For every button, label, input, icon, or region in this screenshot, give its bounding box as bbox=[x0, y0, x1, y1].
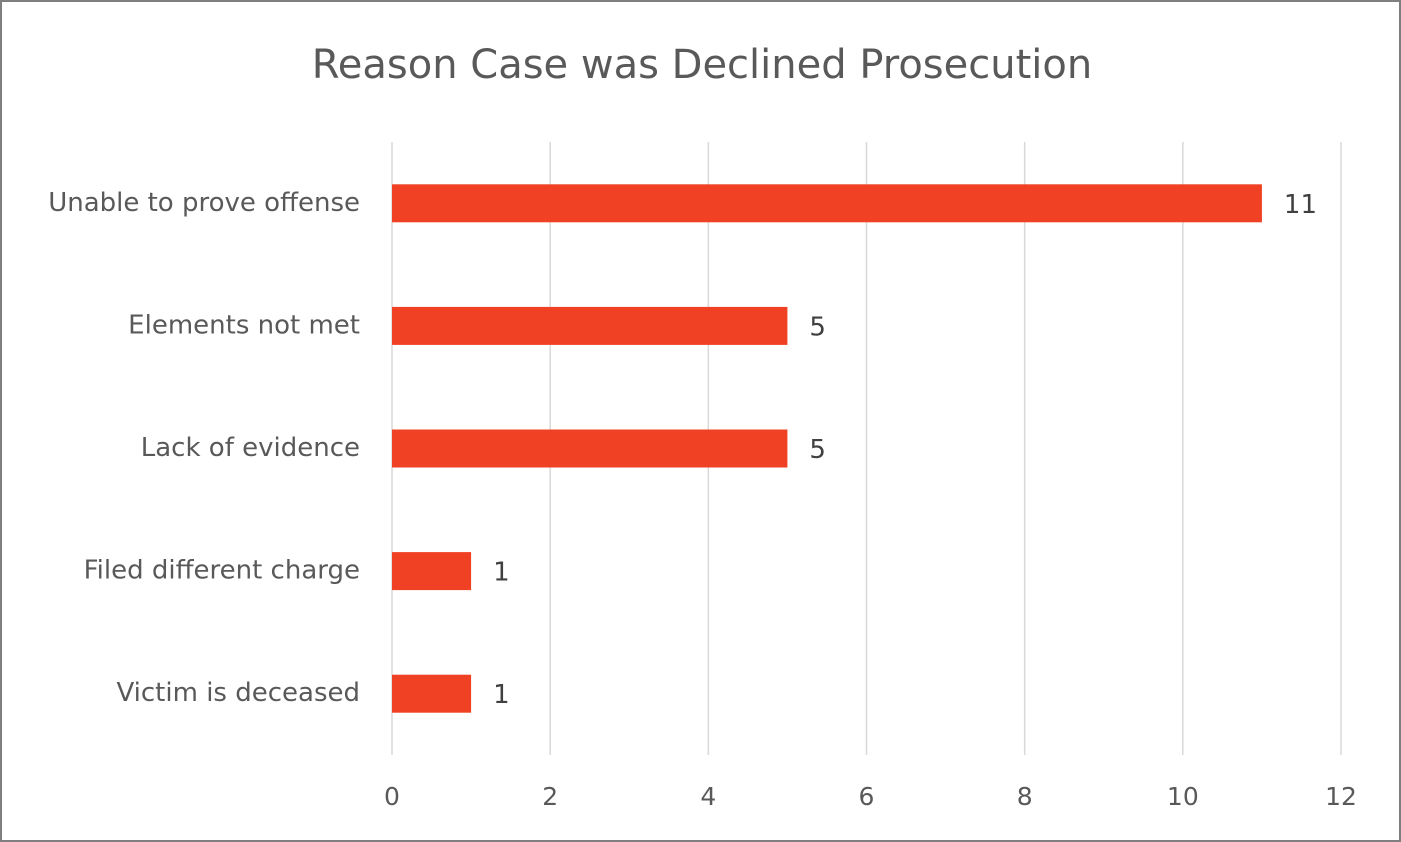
x-tick-label: 2 bbox=[542, 782, 558, 811]
x-tick-label: 6 bbox=[859, 782, 875, 811]
data-label: 1 bbox=[493, 558, 510, 588]
x-tick-label: 12 bbox=[1325, 782, 1357, 811]
data-label: 1 bbox=[493, 680, 510, 710]
bar bbox=[392, 674, 472, 713]
y-tick-label: Filed different charge bbox=[84, 556, 360, 586]
bar bbox=[392, 429, 788, 468]
x-tick-label: 0 bbox=[384, 782, 400, 811]
chart-title: Reason Case was Declined Prosecution bbox=[312, 42, 1092, 88]
x-tick-label: 10 bbox=[1167, 782, 1199, 811]
y-tick-label: Victim is deceased bbox=[116, 678, 360, 708]
y-tick-label: Lack of evidence bbox=[141, 433, 360, 463]
bar bbox=[392, 306, 788, 345]
data-label: 11 bbox=[1284, 190, 1317, 220]
bar bbox=[392, 552, 472, 591]
bar bbox=[392, 184, 1262, 223]
x-tick-label: 4 bbox=[700, 782, 716, 811]
data-label: 5 bbox=[809, 435, 826, 465]
y-tick-label: Unable to prove offense bbox=[48, 188, 360, 218]
x-tick-label: 8 bbox=[1017, 782, 1033, 811]
y-tick-label: Elements not met bbox=[128, 310, 360, 340]
data-label: 5 bbox=[809, 312, 826, 342]
